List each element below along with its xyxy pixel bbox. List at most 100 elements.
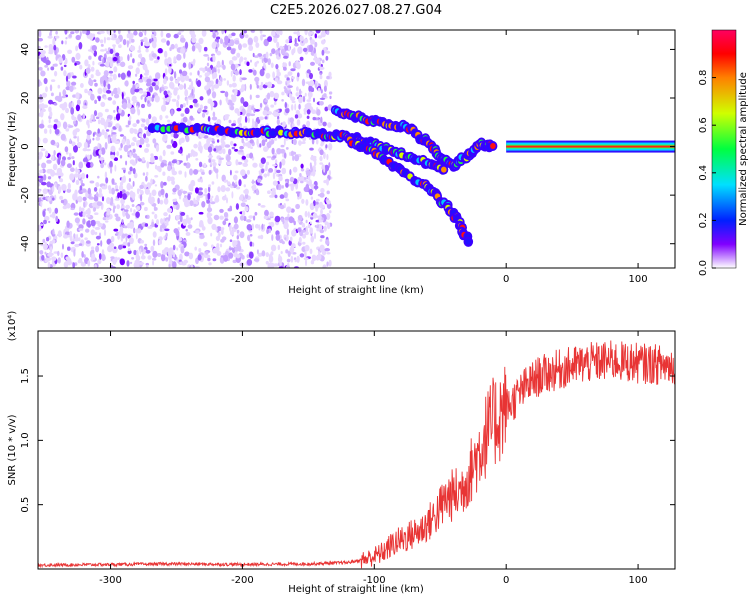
noise-speckle: [272, 71, 275, 79]
noise-speckle: [167, 165, 172, 172]
noise-speckle: [269, 211, 274, 217]
noise-speckle: [74, 128, 80, 133]
noise-speckle: [136, 249, 139, 258]
noise-speckle: [290, 247, 294, 255]
noise-speckle: [299, 192, 302, 200]
noise-speckle: [196, 80, 202, 87]
noise-speckle: [317, 253, 322, 261]
noise-speckle: [205, 251, 209, 255]
noise-speckle: [82, 105, 88, 109]
noise-speckle: [73, 233, 76, 239]
noise-speckle: [191, 45, 196, 52]
noise-speckle: [48, 118, 51, 124]
noise-speckle: [262, 110, 268, 116]
noise-speckle: [54, 63, 58, 67]
noise-speckle: [284, 237, 287, 241]
noise-speckle: [131, 204, 135, 207]
noise-speckle: [173, 71, 177, 79]
noise-speckle: [272, 164, 277, 167]
noise-speckle: [86, 174, 89, 179]
noise-speckle: [147, 100, 150, 104]
noise-speckle: [208, 203, 211, 211]
noise-speckle: [106, 197, 111, 204]
noise-speckle: [140, 194, 143, 202]
noise-speckle: [221, 140, 226, 147]
noise-speckle: [107, 83, 111, 90]
noise-speckle: [110, 129, 114, 133]
noise-speckle: [284, 216, 290, 221]
noise-speckle: [101, 147, 106, 155]
noise-speckle: [219, 99, 222, 106]
noise-speckle: [179, 261, 183, 265]
noise-speckle: [83, 161, 87, 165]
noise-speckle: [141, 103, 145, 109]
noise-speckle: [164, 247, 170, 253]
noise-speckle: [146, 78, 152, 84]
noise-speckle: [99, 30, 105, 34]
noise-speckle: [222, 220, 227, 226]
noise-speckle: [290, 184, 294, 191]
noise-speckle: [45, 86, 48, 93]
noise-speckle: [297, 196, 300, 200]
noise-speckle: [137, 228, 142, 234]
noise-speckle: [239, 32, 245, 39]
noise-speckle: [135, 156, 138, 164]
noise-speckle: [48, 220, 51, 224]
noise-speckle: [239, 215, 245, 221]
noise-speckle: [219, 243, 223, 248]
noise-speckle: [119, 155, 123, 159]
noise-speckle: [271, 48, 276, 55]
noise-speckle: [136, 105, 139, 113]
noise-speckle: [178, 259, 182, 262]
noise-speckle: [237, 161, 243, 165]
noise-speckle: [149, 57, 154, 61]
snr-x-tick-label: 100: [629, 575, 648, 586]
noise-speckle: [159, 199, 164, 205]
noise-speckle: [287, 71, 293, 76]
noise-speckle: [113, 116, 116, 121]
noise-speckle: [90, 93, 95, 101]
noise-speckle: [178, 30, 184, 33]
noise-speckle: [195, 230, 200, 234]
noise-speckle: [93, 110, 98, 117]
noise-speckle: [185, 203, 191, 207]
noise-speckle: [109, 160, 113, 168]
noise-speckle: [233, 223, 239, 230]
noise-speckle: [96, 243, 100, 246]
noise-speckle: [320, 143, 324, 147]
noise-speckle: [179, 160, 183, 163]
noise-speckle: [75, 52, 81, 61]
noise-speckle: [255, 79, 259, 86]
noise-speckle: [159, 155, 163, 162]
noise-speckle: [169, 47, 172, 52]
noise-speckle: [230, 63, 236, 71]
noise-speckle: [155, 72, 161, 80]
noise-speckle: [122, 241, 129, 246]
noise-speckle: [97, 258, 102, 265]
noise-speckle: [310, 61, 315, 66]
noise-speckle: [172, 187, 177, 193]
noise-speckle: [285, 107, 290, 114]
noise-speckle: [165, 97, 170, 103]
noise-speckle: [63, 234, 69, 239]
noise-speckle: [290, 150, 295, 157]
noise-speckle: [254, 61, 258, 68]
noise-speckle: [295, 109, 300, 115]
noise-speckle: [44, 259, 49, 263]
noise-speckle: [113, 109, 116, 113]
noise-speckle: [216, 139, 220, 143]
noise-speckle: [281, 185, 284, 189]
noise-speckle: [279, 204, 285, 210]
noise-speckle: [126, 260, 130, 267]
noise-speckle: [256, 138, 259, 146]
noise-speckle: [286, 80, 291, 84]
noise-speckle: [314, 57, 321, 65]
noise-speckle: [216, 172, 219, 180]
noise-speckle: [292, 166, 298, 173]
noise-speckle: [78, 237, 81, 242]
noise-speckle: [295, 203, 300, 210]
noise-speckle: [85, 162, 92, 168]
noise-speckle: [181, 70, 188, 77]
noise-speckle: [279, 262, 282, 266]
noise-speckle: [44, 64, 48, 68]
